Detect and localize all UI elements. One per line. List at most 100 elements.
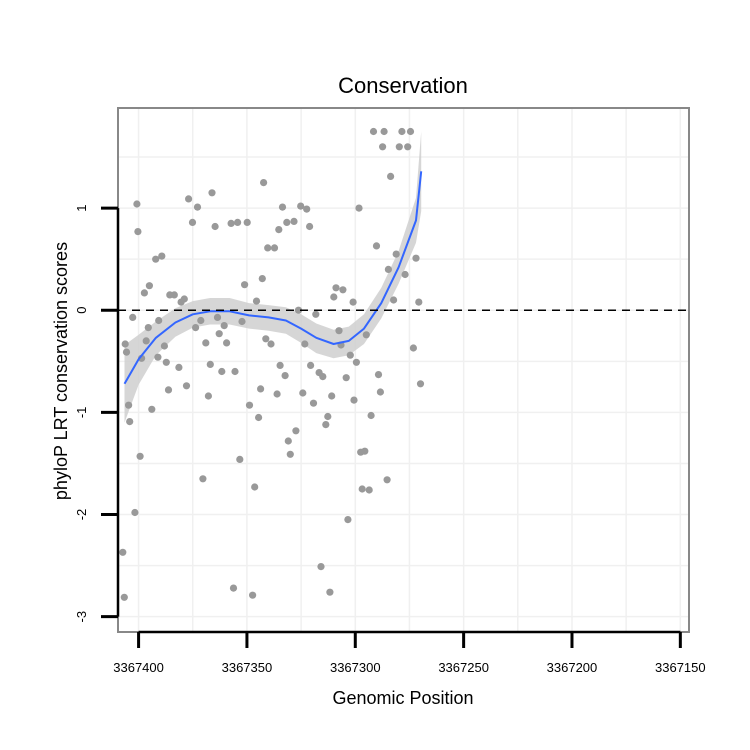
y-axis: -3 -2 -1 0 1	[74, 204, 120, 623]
data-point	[290, 217, 298, 225]
smooth-line	[123, 171, 423, 385]
data-point	[223, 339, 231, 347]
data-point	[170, 291, 178, 299]
data-point	[236, 455, 244, 463]
data-point	[267, 340, 275, 348]
data-point	[220, 322, 228, 330]
data-point	[122, 348, 131, 356]
x-tick-label: 3367250	[438, 660, 489, 675]
data-point	[144, 324, 152, 332]
data-point	[197, 316, 205, 325]
data-point	[175, 363, 183, 371]
data-point	[309, 399, 318, 407]
data-point	[119, 548, 127, 556]
data-point	[324, 412, 332, 421]
data-point	[335, 327, 343, 335]
data-point	[193, 203, 202, 211]
data-point	[361, 447, 369, 455]
data-point	[185, 195, 193, 203]
data-point	[234, 218, 242, 226]
data-point	[355, 204, 363, 212]
data-point	[387, 172, 395, 180]
data-point	[136, 452, 144, 460]
y-tick-label: -2	[74, 509, 89, 521]
y-axis-title: phyloP LRT conservation scores	[51, 242, 71, 500]
data-point	[252, 297, 261, 305]
data-point	[260, 179, 268, 187]
data-point	[416, 380, 425, 388]
data-point	[307, 361, 315, 369]
data-point	[249, 591, 257, 599]
chart-title: Conservation	[338, 73, 468, 98]
data-point	[142, 337, 150, 345]
data-point	[134, 228, 142, 236]
data-point	[218, 367, 226, 376]
data-point	[404, 143, 412, 151]
data-point	[372, 242, 381, 250]
data-point	[409, 344, 417, 352]
data-point	[312, 310, 320, 318]
confidence-band-area	[124, 131, 422, 423]
data-point	[188, 218, 197, 226]
data-point	[379, 143, 387, 151]
data-point	[284, 437, 292, 445]
data-point	[133, 200, 141, 208]
data-point	[251, 483, 259, 491]
plot-frame	[117, 107, 690, 633]
data-point	[395, 143, 403, 151]
data-point	[160, 342, 168, 350]
data-point	[342, 374, 350, 382]
y-tick-label: 1	[74, 204, 89, 211]
data-point	[192, 324, 200, 332]
data-point	[145, 282, 153, 290]
data-point	[303, 205, 311, 213]
data-point	[319, 373, 327, 381]
x-axis-title: Genomic Position	[332, 688, 473, 708]
data-point	[281, 372, 289, 380]
data-point	[202, 339, 210, 347]
data-point	[362, 331, 370, 339]
data-point	[148, 405, 156, 413]
data-point	[369, 127, 378, 136]
data-point	[140, 289, 148, 297]
data-point	[292, 427, 300, 435]
data-point	[322, 421, 330, 429]
data-point	[231, 367, 239, 376]
data-point	[120, 593, 128, 601]
data-point	[350, 396, 358, 404]
data-point	[412, 254, 420, 262]
y-tick-label: -3	[74, 611, 89, 623]
data-point	[164, 386, 173, 394]
y-tick-label: -1	[74, 407, 89, 419]
data-point	[276, 361, 284, 369]
data-point	[383, 476, 391, 484]
smooth-line-group	[123, 171, 423, 385]
data-point	[330, 293, 338, 301]
data-point	[211, 222, 219, 231]
data-point	[376, 388, 384, 396]
data-point	[297, 202, 305, 210]
data-point	[270, 244, 279, 252]
data-point	[208, 189, 216, 197]
data-point	[154, 353, 162, 361]
x-tick-label: 3367400	[113, 660, 164, 675]
data-point	[241, 281, 249, 289]
data-points	[119, 127, 425, 601]
x-tick-label: 3367150	[655, 660, 706, 675]
data-point	[326, 588, 334, 596]
data-point	[258, 275, 266, 283]
data-point	[380, 127, 388, 136]
y-tick-label: 0	[74, 307, 89, 314]
data-point	[299, 389, 307, 397]
data-point	[199, 475, 207, 483]
data-point	[264, 244, 272, 252]
data-point	[245, 401, 254, 409]
data-point	[229, 584, 238, 592]
data-point	[415, 298, 423, 306]
data-point	[273, 390, 281, 398]
data-point	[206, 360, 214, 368]
x-tick-label: 3367350	[222, 660, 273, 675]
data-point	[317, 563, 325, 571]
data-point	[332, 284, 340, 292]
